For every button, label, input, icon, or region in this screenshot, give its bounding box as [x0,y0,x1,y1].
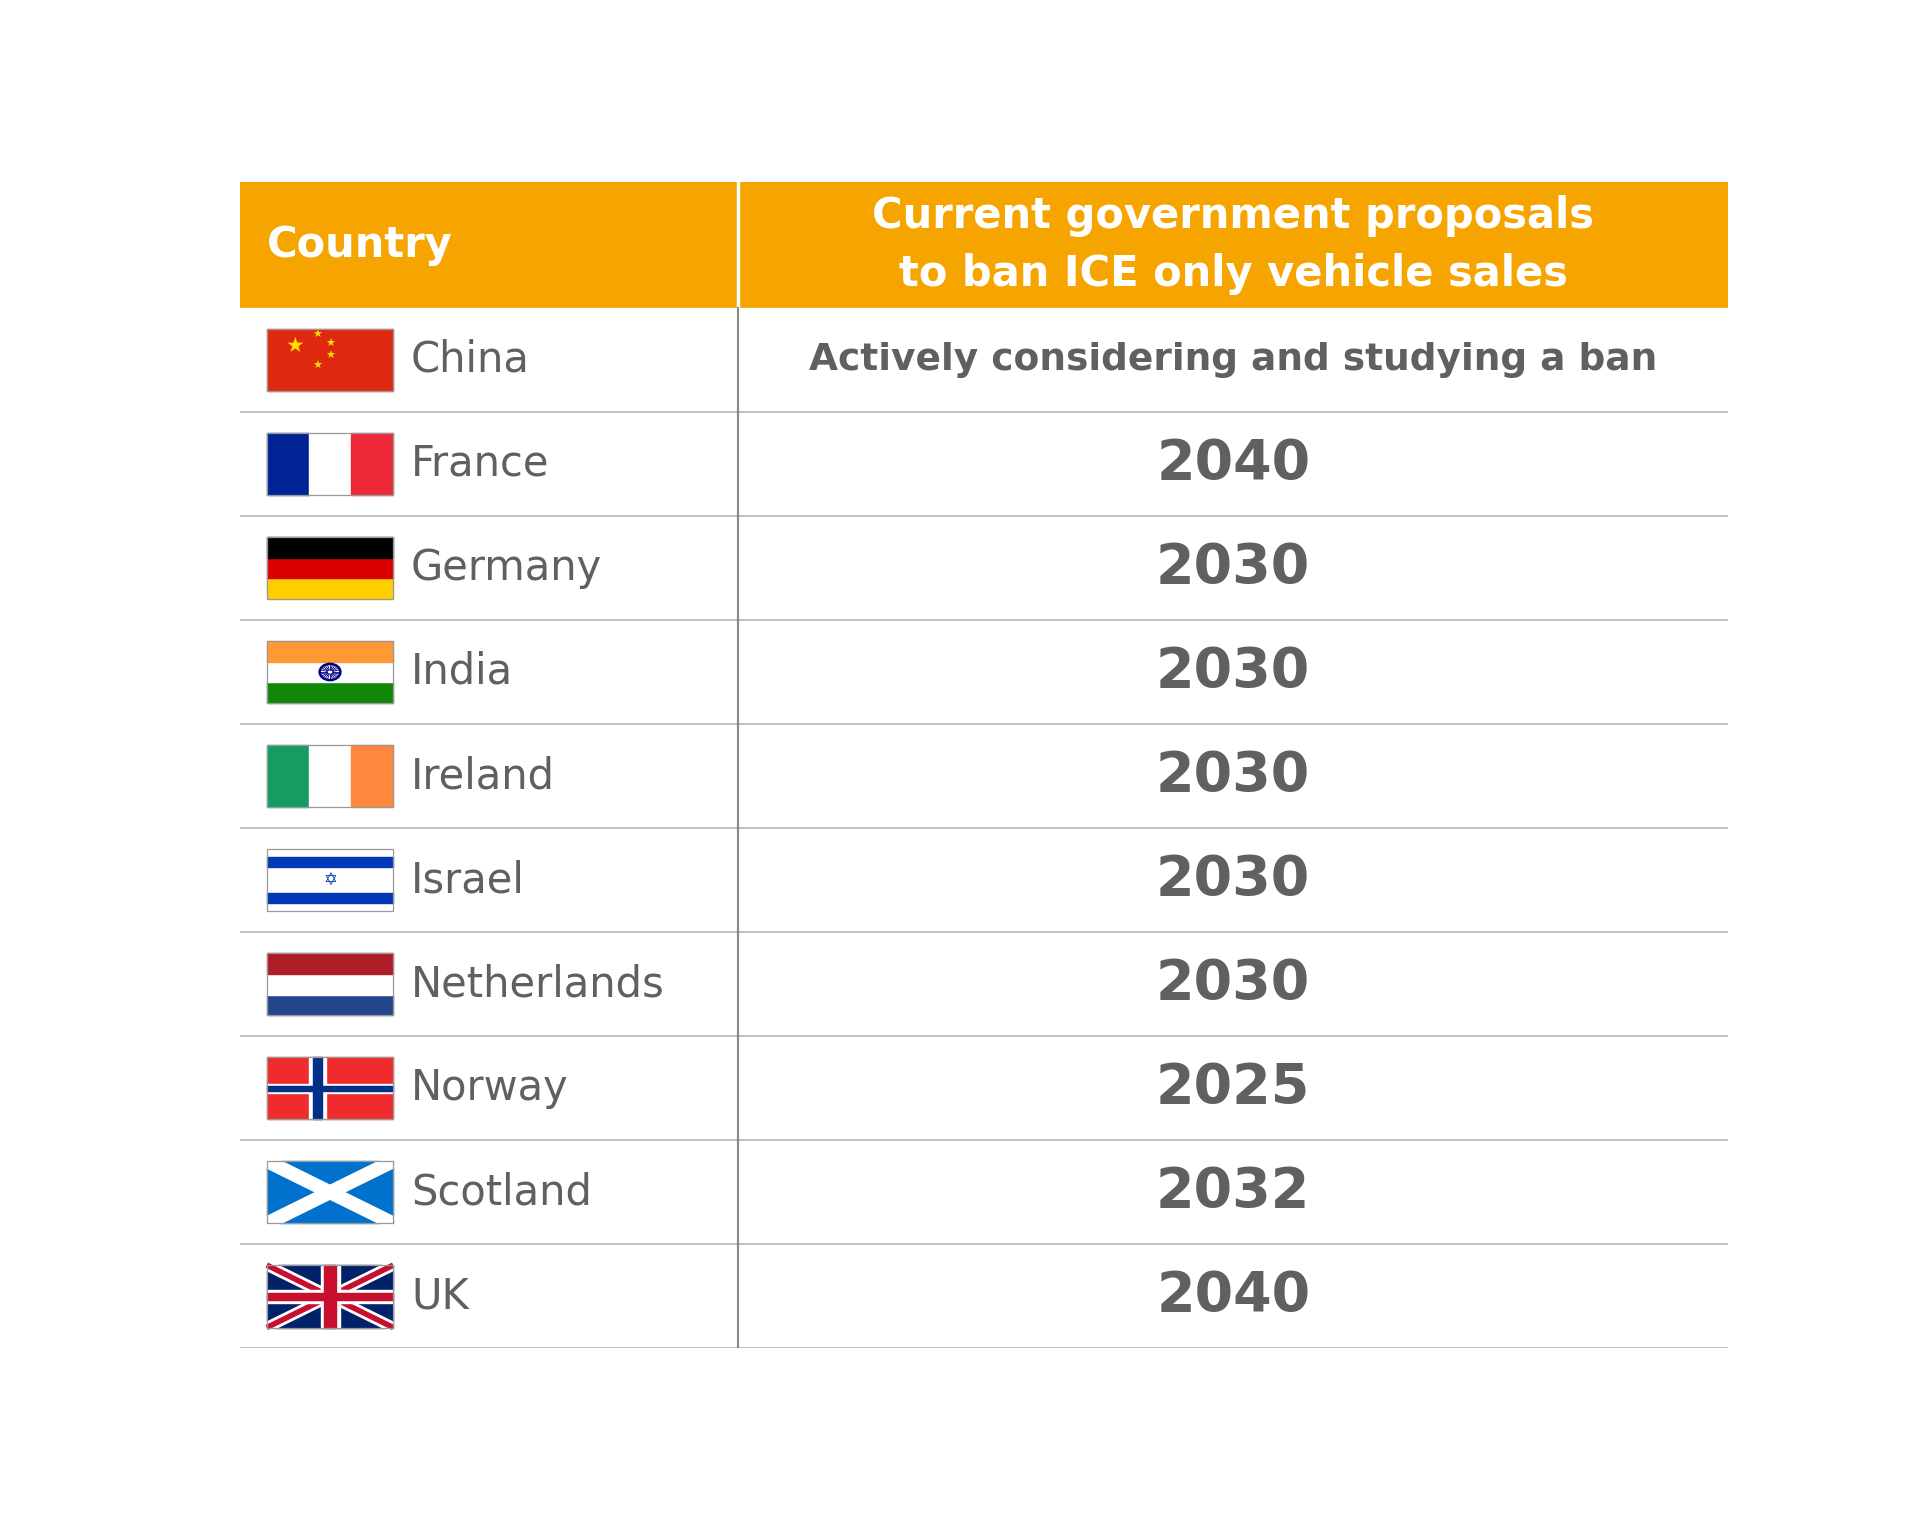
Bar [267,1160,394,1224]
Text: Current government proposals
to ban ICE only vehicle sales: Current government proposals to ban ICE … [872,194,1594,295]
Text: 2040: 2040 [1156,436,1309,491]
Bar [267,1057,394,1120]
Text: 2030: 2030 [1156,748,1309,803]
Text: Scotland: Scotland [411,1171,591,1214]
Text: ★: ★ [313,361,323,371]
Bar [267,953,394,974]
Bar [267,579,394,598]
Bar [267,745,309,807]
Text: 2030: 2030 [1156,541,1309,595]
Bar [267,329,394,391]
Bar [240,182,1728,308]
Bar [240,517,1728,620]
Bar [267,894,394,903]
Bar [240,1141,1728,1244]
Bar [309,433,351,495]
Text: ★: ★ [286,336,303,356]
Bar [267,745,394,807]
Text: 2040: 2040 [1156,1270,1309,1323]
Bar [240,1036,1728,1141]
Bar [240,412,1728,517]
Text: Norway: Norway [411,1067,568,1109]
Text: ✡: ✡ [323,871,338,889]
Bar [267,1160,394,1224]
Bar [351,433,394,495]
Bar [267,1057,394,1120]
Bar [240,829,1728,932]
Text: Ireland: Ireland [411,754,555,797]
Bar [267,641,394,703]
Text: 2025: 2025 [1156,1060,1311,1115]
Bar [267,329,394,391]
Bar [267,848,394,912]
Text: France: France [411,442,549,485]
Bar [240,724,1728,829]
Text: Israel: Israel [411,859,524,901]
Bar [267,558,394,579]
Bar [267,1265,394,1327]
Text: China: China [411,339,530,380]
Text: India: India [411,651,513,692]
Bar [351,745,394,807]
Bar [267,433,309,495]
Text: ★: ★ [313,330,323,339]
Text: 2030: 2030 [1156,853,1309,907]
Bar [267,1083,394,1092]
Bar [313,1057,323,1120]
Bar [240,1244,1728,1348]
Bar [267,433,394,495]
Bar [267,857,394,867]
Bar [267,536,394,598]
Bar [267,1086,394,1091]
Bar [267,1265,394,1327]
Text: 2030: 2030 [1156,645,1309,698]
Bar [267,641,394,662]
Bar [240,932,1728,1036]
Text: UK: UK [411,1276,468,1318]
Bar [267,536,394,558]
Bar [240,308,1728,412]
Text: Netherlands: Netherlands [411,964,664,1004]
Bar [267,953,394,1015]
Text: Germany: Germany [411,547,603,589]
Text: Country: Country [267,224,453,265]
Bar [267,662,394,682]
Text: ★: ★ [324,351,334,361]
Bar [309,745,351,807]
Text: ★: ★ [324,338,334,348]
Bar [267,848,394,912]
Bar [267,994,394,1015]
Bar [309,1057,326,1120]
Bar [267,1291,394,1303]
Bar [240,620,1728,724]
Bar [267,974,394,994]
Bar [267,682,394,703]
Text: 2030: 2030 [1156,957,1309,1011]
Text: 2032: 2032 [1156,1165,1311,1220]
Text: Actively considering and studying a ban: Actively considering and studying a ban [808,342,1657,377]
Bar [267,1292,394,1300]
Bar [324,1265,336,1327]
Bar [321,1265,340,1327]
